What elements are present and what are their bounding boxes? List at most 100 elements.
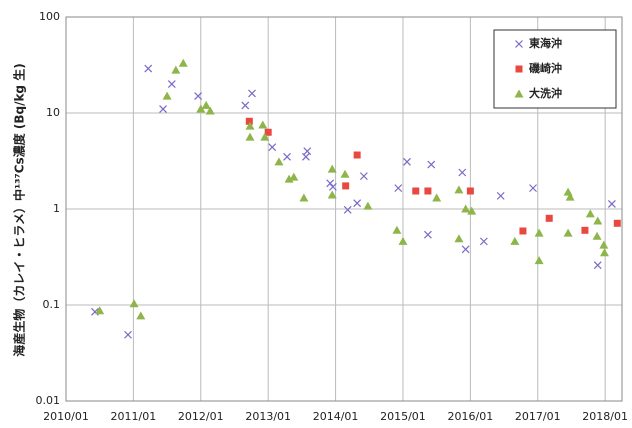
square-marker <box>466 187 474 195</box>
triangle-marker <box>258 120 268 129</box>
point <box>423 230 432 239</box>
point <box>585 209 595 218</box>
point <box>534 228 544 237</box>
point <box>343 205 352 214</box>
square-marker <box>424 187 432 195</box>
point <box>205 106 215 115</box>
point <box>167 80 176 89</box>
triangle-marker <box>299 193 309 202</box>
x-tick-label: 2010/01 <box>43 410 89 423</box>
x-tick-label: 2012/01 <box>178 410 224 423</box>
point <box>461 204 471 213</box>
point <box>515 40 523 48</box>
y-tick-label: 0.01 <box>36 394 61 407</box>
triangle-marker <box>454 234 464 243</box>
x-marker <box>458 168 467 177</box>
triangle-marker <box>534 228 544 237</box>
triangle-marker <box>392 225 402 234</box>
square-marker <box>581 226 589 234</box>
x-marker <box>268 143 277 152</box>
point <box>342 182 350 190</box>
x-marker <box>167 80 176 89</box>
square-marker <box>264 128 272 136</box>
legend-box <box>493 29 617 109</box>
point <box>299 193 309 202</box>
point <box>581 226 589 234</box>
point <box>607 199 616 208</box>
square-marker <box>342 182 350 190</box>
point <box>412 187 420 195</box>
square-marker <box>545 214 553 222</box>
point <box>529 184 537 193</box>
point <box>328 182 337 191</box>
y-tick-label: 0.1 <box>43 298 61 311</box>
y-axis-label: 海産生物（カレイ・ヒラメ）中¹³⁷Cs濃度 (Bq/kg 生) <box>12 63 27 356</box>
point <box>268 143 277 152</box>
point <box>563 228 573 237</box>
triangle-marker <box>95 306 105 315</box>
triangle-marker <box>599 240 609 249</box>
legend-label: 東海沖 <box>529 36 562 50</box>
point <box>593 261 602 270</box>
triangle-marker <box>510 236 520 245</box>
point <box>144 64 153 73</box>
point <box>613 219 621 227</box>
square-marker <box>353 151 361 159</box>
x-marker <box>159 105 167 113</box>
x-marker <box>328 182 337 191</box>
x-marker <box>515 40 523 48</box>
triangle-marker <box>245 132 255 141</box>
triangle-marker <box>274 157 284 166</box>
triangle-marker <box>178 58 188 67</box>
x-marker <box>403 157 411 166</box>
point <box>593 216 603 225</box>
point <box>510 236 520 245</box>
point <box>162 91 172 100</box>
y-tick-label: 1 <box>53 202 60 215</box>
triangle-marker <box>196 104 206 113</box>
point <box>124 330 132 339</box>
point <box>178 58 188 67</box>
x-tick-label: 2016/01 <box>448 410 494 423</box>
point <box>424 187 432 195</box>
point <box>466 187 474 195</box>
x-marker <box>194 92 203 101</box>
point <box>398 236 408 245</box>
point <box>327 164 337 173</box>
triangle-marker <box>205 106 215 115</box>
x-tick-label: 2018/01 <box>582 410 628 423</box>
x-marker <box>496 191 505 200</box>
point <box>260 132 270 141</box>
triangle-marker <box>327 190 337 199</box>
point <box>563 187 573 196</box>
point <box>592 231 602 240</box>
point <box>359 172 368 181</box>
point <box>461 245 470 254</box>
point <box>194 92 203 101</box>
x-marker <box>423 230 432 239</box>
y-tick-label: 10 <box>46 106 60 119</box>
point <box>283 152 291 161</box>
x-marker <box>283 152 291 161</box>
triangle-marker <box>289 172 299 181</box>
triangle-marker <box>245 121 255 130</box>
square-marker <box>519 227 527 235</box>
point <box>454 185 464 194</box>
triangle-marker <box>162 91 172 100</box>
x-tick-label: 2011/01 <box>111 410 157 423</box>
point <box>496 191 505 200</box>
point <box>196 104 206 113</box>
point <box>201 100 211 109</box>
x-marker <box>394 184 403 193</box>
x-marker <box>144 64 153 73</box>
point <box>454 234 464 243</box>
point <box>565 192 575 201</box>
point <box>515 65 523 73</box>
x-marker <box>607 199 616 208</box>
plot-border <box>65 16 623 402</box>
x-marker <box>359 172 368 181</box>
point <box>534 256 544 265</box>
triangle-marker <box>534 256 544 265</box>
point <box>519 227 527 235</box>
